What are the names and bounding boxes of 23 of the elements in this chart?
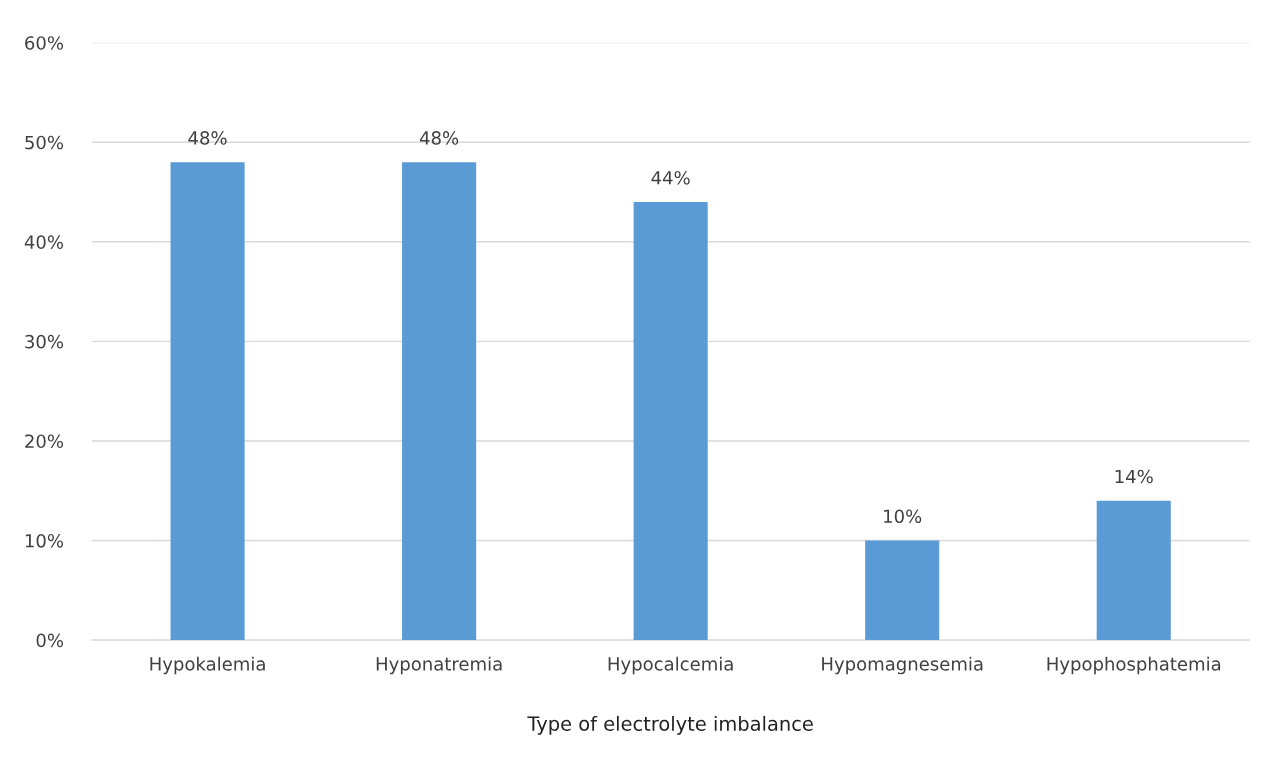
bar — [865, 540, 940, 641]
y-tick-label: 20% — [25, 434, 64, 449]
y-tick-label: 10% — [25, 533, 64, 548]
data-label: 44% — [651, 170, 690, 185]
y-tick-label: 40% — [24, 235, 64, 249]
x-axis-title: Type of electrolyte imbalance — [527, 715, 813, 735]
data-label: 14% — [1115, 469, 1153, 484]
y-tick-label: 50% — [25, 135, 64, 150]
y-tick-label: 60% — [25, 36, 64, 50]
x-tick-label: Hypophosphatemia — [1047, 656, 1221, 675]
y-tick-label: 0% — [36, 633, 64, 648]
bar — [1096, 500, 1171, 641]
data-label: 48% — [188, 131, 227, 145]
x-tick-label: Hypomagnesemia — [822, 656, 983, 675]
bar — [170, 162, 245, 641]
bar — [633, 201, 708, 641]
data-label: 10% — [884, 509, 922, 524]
bar — [402, 162, 477, 641]
y-tick-label: 30% — [25, 334, 64, 349]
x-tick-label: Hyponatremia — [376, 656, 502, 675]
data-label: 48% — [419, 131, 459, 145]
x-tick-label: Hypokalemia — [150, 656, 265, 675]
x-tick-label: Hypocalcemia — [608, 656, 733, 675]
